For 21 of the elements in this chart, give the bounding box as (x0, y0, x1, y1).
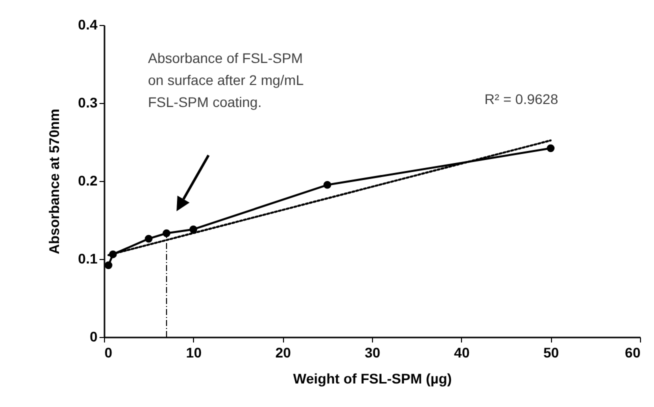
x-tick-label: 30 (364, 344, 380, 360)
x-tick-label: 0 (104, 344, 112, 360)
point (104, 261, 112, 270)
y-axis-title: Absorbance at 570nm (46, 108, 62, 254)
x-tick-label: 20 (275, 344, 292, 360)
x-tick-label: 10 (186, 344, 202, 360)
y-tick-label: 0.3 (78, 94, 98, 110)
x-axis-title: Weight of FSL-SPM (µg) (293, 370, 452, 386)
point (162, 229, 170, 238)
point (323, 181, 332, 189)
x-tick-label: 40 (454, 344, 470, 360)
y-tick-label: 0.2 (78, 172, 98, 188)
x-tick-label: 60 (624, 344, 641, 360)
y-tick-label: 0 (90, 328, 98, 344)
annotation: Absorbance of FSL-SPM on surface after 2 mg/mL FSL-SPM coating. (148, 50, 304, 110)
point (546, 144, 555, 152)
y-tick-label: 0.4 (78, 16, 98, 32)
x-tick-label: 50 (543, 344, 560, 360)
point (144, 234, 153, 243)
annotation: R² = 0.9628 (484, 90, 558, 107)
y-tick-label: 0.1 (78, 250, 98, 266)
